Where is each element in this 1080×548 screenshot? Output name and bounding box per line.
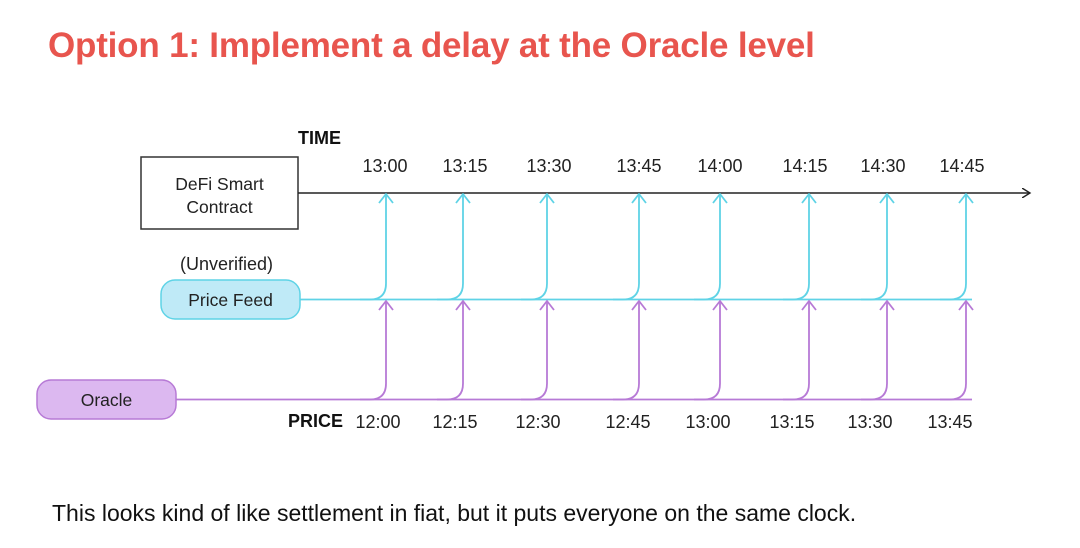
defi-smart-contract-box: DeFi Smart Contract xyxy=(140,156,299,230)
oracle-to-feed-arrow-arrowhead xyxy=(958,300,974,311)
oracle-to-feed-arrow-arrowhead xyxy=(801,300,817,311)
oracle-to-feed-arrow-arrowhead xyxy=(712,300,728,311)
time-tick-label: 14:00 xyxy=(697,156,742,176)
feed-to-contract-arrow-arrowhead xyxy=(631,193,647,204)
feed-to-contract-arrow-curve xyxy=(613,194,640,301)
time-tick-label: 14:15 xyxy=(782,156,827,176)
feed-to-contract-arrow-arrowhead xyxy=(879,193,895,204)
time-tick-label: 14:45 xyxy=(939,156,984,176)
price-tick-label: 12:15 xyxy=(432,412,477,432)
caption: This looks kind of like settlement in fi… xyxy=(52,500,857,526)
oracle-to-feed-arrow-curve xyxy=(613,301,640,401)
oracle-to-feed-arrow-curve xyxy=(940,301,967,401)
feed-to-contract-arrow-arrowhead xyxy=(378,193,394,204)
oracle-to-feed-arrow-curve xyxy=(437,301,464,401)
price-tick-label: 13:45 xyxy=(927,412,972,432)
oracle-to-feed-arrow-arrowhead xyxy=(879,300,895,311)
feed-to-contract-arrow-curve xyxy=(783,194,810,301)
time-tick-label: 13:00 xyxy=(362,156,407,176)
price-tick-label: 13:30 xyxy=(847,412,892,432)
time-tick-label: 14:30 xyxy=(860,156,905,176)
oracle-to-feed-arrow-arrowhead xyxy=(455,300,471,311)
oracle-to-feed-arrow-curve xyxy=(861,301,888,401)
oracle-to-feed-arrow-arrowhead xyxy=(378,300,394,311)
feed-to-contract-arrow-curve xyxy=(360,194,387,301)
oracle-to-feed-arrow-arrowhead xyxy=(631,300,647,311)
price-feed-label: Price Feed xyxy=(188,290,273,310)
feed-to-contract-arrow-curve xyxy=(940,194,967,301)
time-tick-label: 13:30 xyxy=(526,156,571,176)
price-tick-label: 13:00 xyxy=(685,412,730,432)
time-axis-label: TIME xyxy=(298,128,341,148)
unverified-label: (Unverified) xyxy=(180,254,273,274)
page-title: Option 1: Implement a delay at the Oracl… xyxy=(48,26,815,65)
price-tick-label: 12:30 xyxy=(515,412,560,432)
oracle-to-feed-arrow-curve xyxy=(360,301,387,401)
oracle-to-feed-arrow-curve xyxy=(783,301,810,401)
price-axis-label: PRICE xyxy=(288,411,343,431)
feed-to-contract-arrow-arrowhead xyxy=(801,193,817,204)
feed-to-contract-arrow-arrowhead xyxy=(958,193,974,204)
feed-to-contract-arrow-curve xyxy=(861,194,888,301)
time-tick-label: 13:45 xyxy=(616,156,661,176)
feed-to-contract-arrow-curve xyxy=(521,194,548,301)
contract-label-line1: DeFi Smart xyxy=(175,174,264,194)
contract-label-line2: Contract xyxy=(186,197,252,217)
price-feed-node: Price Feed xyxy=(160,279,301,320)
feed-to-contract-arrow-arrowhead xyxy=(539,193,555,204)
price-tick-label: 13:15 xyxy=(769,412,814,432)
time-tick-label: 13:15 xyxy=(442,156,487,176)
price-tick-label: 12:00 xyxy=(355,412,400,432)
oracle-to-feed-arrow-curve xyxy=(694,301,721,401)
price-tick-label: 12:45 xyxy=(605,412,650,432)
feed-to-contract-arrow-curve xyxy=(694,194,721,301)
feed-to-contract-arrow-arrowhead xyxy=(455,193,471,204)
feed-to-contract-arrow-curve xyxy=(437,194,464,301)
oracle-to-feed-arrow-curve xyxy=(521,301,548,401)
oracle-node: Oracle xyxy=(36,379,177,420)
feed-to-contract-arrow-arrowhead xyxy=(712,193,728,204)
oracle-label: Oracle xyxy=(81,390,133,410)
oracle-to-feed-arrow-arrowhead xyxy=(539,300,555,311)
